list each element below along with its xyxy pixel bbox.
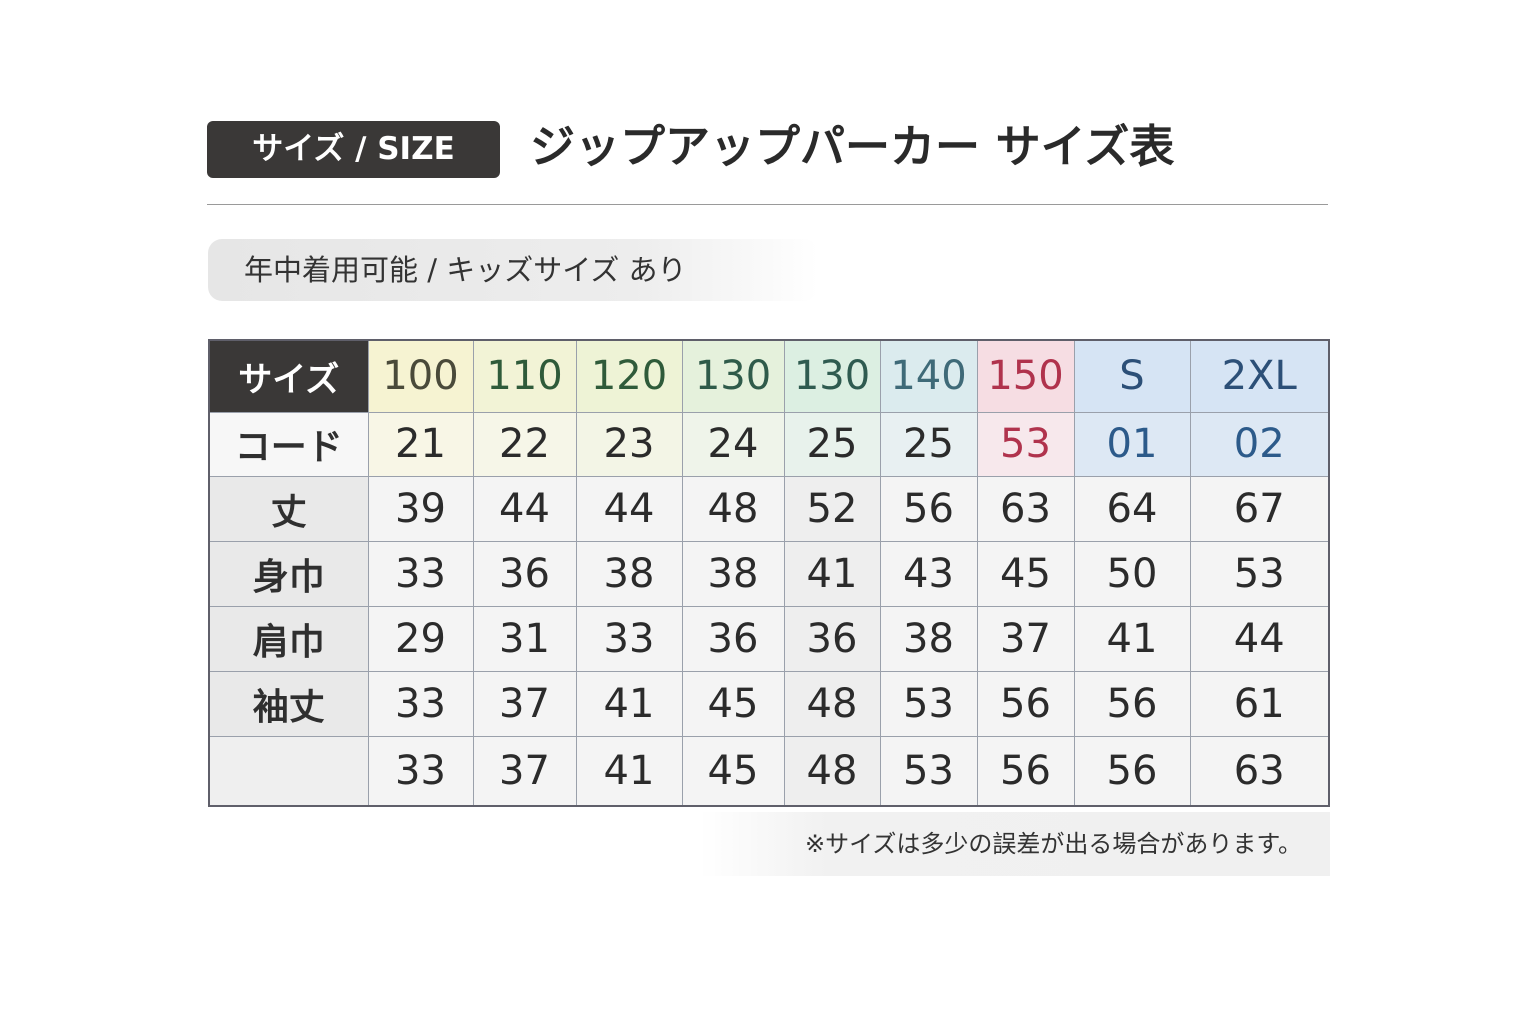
size-header-cell: 150 (976, 339, 1075, 413)
code-cell: 24 (681, 411, 785, 477)
measurement-cell: 45 (976, 540, 1075, 607)
measurement-cell: 36 (472, 540, 577, 607)
code-cell: 25 (879, 411, 978, 477)
measurement-cell: 63 (1189, 735, 1330, 807)
measurement-label: 丈 (208, 475, 369, 542)
measurement-row: 肩巾 29 31 33 36 36 38 37 41 44 (208, 605, 1330, 672)
measurement-cell: 33 (367, 735, 474, 807)
code-row-label: コード (208, 411, 369, 477)
measurement-cell: 63 (976, 475, 1075, 542)
size-header-cell: 2XL (1189, 339, 1330, 413)
size-table: サイズ 100 110 120 130 130 140 150 S 2XL コード 21 22 23… (208, 339, 1330, 807)
measurement-cell: 41 (575, 670, 683, 737)
measurement-cell: 37 (976, 605, 1075, 672)
code-cell: 53 (976, 411, 1075, 477)
measurement-cell: 31 (472, 605, 577, 672)
measurement-cell: 45 (681, 670, 785, 737)
footnote: ※サイズは多少の誤差が出る場合があります。 (700, 812, 1330, 876)
measurement-cell: 64 (1073, 475, 1191, 542)
size-header-cell: S (1073, 339, 1191, 413)
section-badge: サイズ / SIZE (207, 121, 500, 178)
measurement-cell: 38 (879, 605, 978, 672)
size-header-cell: 120 (575, 339, 683, 413)
measurement-cell: 44 (575, 475, 683, 542)
measurement-cell: 36 (783, 605, 881, 672)
measurement-cell: 48 (681, 475, 785, 542)
measurement-cell: 48 (783, 735, 881, 807)
divider (207, 204, 1328, 205)
code-cell: 02 (1189, 411, 1330, 477)
measurement-cell: 56 (879, 475, 978, 542)
measurement-cell: 56 (976, 735, 1075, 807)
size-header-cell: 110 (472, 339, 577, 413)
code-cell: 01 (1073, 411, 1191, 477)
measurement-cell: 67 (1189, 475, 1330, 542)
measurement-cell: 33 (367, 670, 474, 737)
measurement-label: 身巾 (208, 540, 369, 607)
measurement-label (208, 735, 369, 807)
page-title: ジップアップパーカー サイズ表 (530, 120, 1175, 173)
measurement-cell: 33 (367, 540, 474, 607)
measurement-cell: 52 (783, 475, 881, 542)
measurement-cell: 53 (1189, 540, 1330, 607)
measurement-cell: 56 (1073, 670, 1191, 737)
subtitle-banner: 年中着用可能 / キッズサイズ あり (208, 239, 818, 301)
measurement-cell: 45 (681, 735, 785, 807)
measurement-cell: 53 (879, 735, 978, 807)
measurement-cell: 56 (1073, 735, 1191, 807)
measurement-row: 袖丈 33 37 41 45 48 53 56 56 61 (208, 670, 1330, 737)
measurement-cell: 38 (575, 540, 683, 607)
measurement-cell: 48 (783, 670, 881, 737)
size-header-label: サイズ (208, 339, 369, 413)
measurement-cell: 41 (783, 540, 881, 607)
measurement-cell: 41 (575, 735, 683, 807)
measurement-cell: 56 (976, 670, 1075, 737)
measurement-cell: 37 (472, 670, 577, 737)
measurement-cell: 29 (367, 605, 474, 672)
measurement-row: 丈 39 44 44 48 52 56 63 64 67 (208, 475, 1330, 542)
size-header-cell: 100 (367, 339, 474, 413)
size-header-row: サイズ 100 110 120 130 130 140 150 S 2XL (208, 339, 1330, 413)
measurement-cell: 53 (879, 670, 978, 737)
measurement-cell: 50 (1073, 540, 1191, 607)
measurement-cell: 61 (1189, 670, 1330, 737)
measurement-cell: 33 (575, 605, 683, 672)
measurement-cell: 43 (879, 540, 978, 607)
code-cell: 21 (367, 411, 474, 477)
measurement-cell: 44 (472, 475, 577, 542)
measurement-cell: 41 (1073, 605, 1191, 672)
code-cell: 22 (472, 411, 577, 477)
size-header-cell: 140 (879, 339, 978, 413)
measurement-row: 33 37 41 45 48 53 56 56 63 (208, 735, 1330, 807)
size-header-cell: 130 (783, 339, 881, 413)
measurement-row: 身巾 33 36 38 38 41 43 45 50 53 (208, 540, 1330, 607)
measurement-cell: 38 (681, 540, 785, 607)
measurement-label: 袖丈 (208, 670, 369, 737)
measurement-cell: 37 (472, 735, 577, 807)
code-cell: 25 (783, 411, 881, 477)
measurement-cell: 44 (1189, 605, 1330, 672)
measurement-label: 肩巾 (208, 605, 369, 672)
code-cell: 23 (575, 411, 683, 477)
code-row: コード 21 22 23 24 25 25 53 01 02 (208, 411, 1330, 477)
size-header-cell: 130 (681, 339, 785, 413)
measurement-cell: 39 (367, 475, 474, 542)
measurement-cell: 36 (681, 605, 785, 672)
